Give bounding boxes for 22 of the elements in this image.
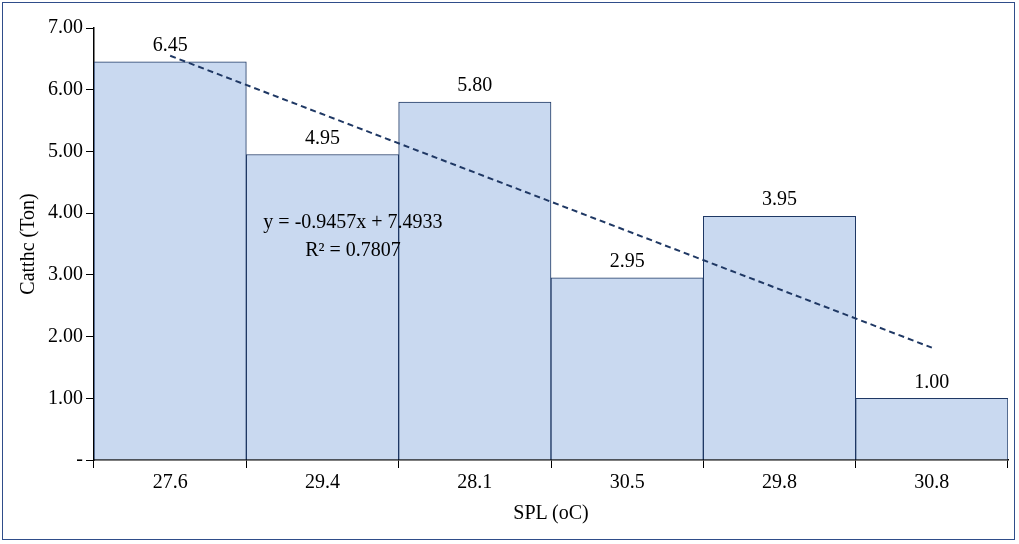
x-tick-label: 29.4 [305, 470, 340, 493]
y-axis-title: Catthc (Ton) [16, 193, 40, 295]
y-tick-label: 3.00 [48, 262, 83, 285]
data-label: 2.95 [609, 249, 645, 272]
x-tick-label: 28.1 [457, 470, 493, 493]
x-tick-label: 30.5 [609, 470, 645, 493]
data-label: 3.95 [762, 187, 797, 210]
y-tick-label: 2.00 [48, 323, 83, 346]
data-label: 1.00 [914, 369, 950, 392]
y-tick-label: 7.00 [48, 15, 83, 38]
y-tick-label: 1.00 [48, 385, 83, 408]
data-label: 4.95 [305, 125, 340, 148]
y-tick-label: 6.00 [48, 76, 83, 99]
x-tick-label: 29.8 [762, 470, 797, 493]
x-tick-label: 27.6 [152, 470, 188, 493]
y-tick-label: 4.00 [48, 200, 83, 223]
data-label: 5.80 [457, 73, 493, 96]
x-tick-label: 30.8 [914, 470, 950, 493]
x-axis-title: SPL (oC) [513, 501, 589, 525]
data-label: 6.45 [152, 33, 188, 56]
y-tick-label: - [76, 447, 83, 470]
y-tick-label: 5.00 [48, 138, 83, 161]
